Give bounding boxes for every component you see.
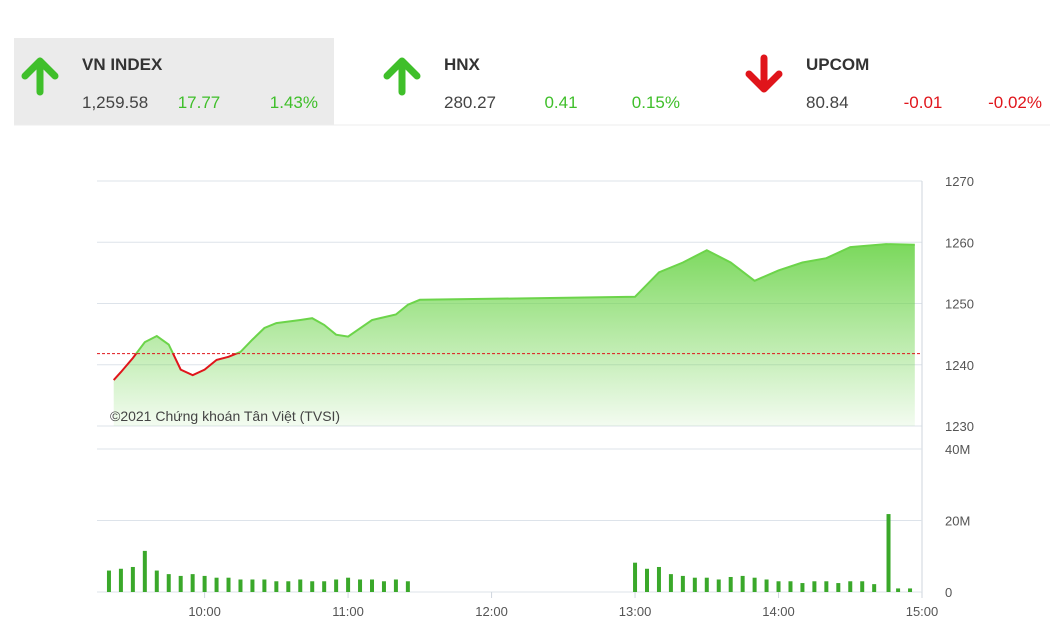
volume-bar	[860, 581, 865, 592]
volume-bar	[334, 579, 339, 592]
volume-bar	[680, 575, 685, 592]
volume-bar	[202, 575, 207, 592]
volume-bar	[154, 570, 159, 592]
volume-bar	[405, 581, 410, 592]
price-area	[113, 244, 915, 426]
index-change: 0.41	[544, 93, 577, 112]
volume-bar	[776, 581, 781, 592]
volume-bar	[286, 581, 291, 592]
volume-bar	[645, 568, 649, 592]
x-tick-label: 13:00	[619, 604, 652, 619]
volume-bar	[106, 570, 111, 592]
index-change: -0.01	[904, 93, 943, 112]
annotation: ©2021 Chứng khoán Tân Việt (TVSI)	[110, 408, 340, 424]
volume-bar	[178, 575, 183, 592]
volume-bar	[848, 581, 853, 592]
volume-bar	[668, 574, 673, 592]
x-tick-label: 15:00	[906, 604, 939, 619]
volume-bar	[656, 566, 661, 592]
volume-bar	[322, 581, 327, 592]
x-tick-label: 12:00	[475, 604, 508, 619]
volume-bar	[142, 550, 147, 592]
volume-bar	[633, 562, 638, 592]
arrow-up	[21, 57, 59, 96]
x-tick-label: 11:00	[332, 604, 364, 619]
volume-bar	[836, 583, 841, 592]
volume-bar	[310, 581, 315, 592]
index-tile[interactable]: UPCOM 80.84 -0.01 -0.02%	[745, 54, 1042, 112]
index-change: 17.77	[178, 93, 221, 112]
y-tick-label: 20M	[945, 514, 970, 529]
volume-bar	[896, 588, 901, 592]
volume-bar	[118, 568, 123, 592]
volume-bar	[716, 579, 721, 592]
volume-bar	[812, 581, 817, 592]
y-tick-label: 1230	[945, 419, 974, 434]
index-percent: 1.43%	[270, 93, 318, 112]
volume-bar	[166, 574, 171, 592]
volume-bar	[704, 577, 709, 592]
volume-bar	[346, 577, 351, 592]
volume-bar	[752, 577, 757, 592]
volume-bar	[370, 579, 374, 592]
volume-bar	[214, 577, 219, 592]
arrow-down	[745, 54, 783, 93]
index-tile[interactable]: VN INDEX 1,259.58 17.77 1.43%	[14, 38, 334, 125]
volume-bar	[824, 581, 829, 592]
volume-bar	[393, 579, 398, 592]
index-value: 80.84	[806, 93, 849, 112]
y-tick-label: 1260	[945, 235, 974, 250]
arrow-up	[383, 57, 421, 96]
index-percent: -0.02%	[988, 93, 1042, 112]
y-tick-label: 0	[945, 585, 952, 600]
index-name: HNX	[444, 55, 481, 74]
volume-bar	[886, 514, 891, 592]
volume-bar	[908, 588, 913, 592]
volume-bar	[381, 581, 386, 592]
volume-bar	[740, 575, 745, 592]
index-value: 280.27	[444, 93, 496, 112]
volume-bar	[764, 579, 769, 592]
volume-bar	[788, 581, 793, 592]
volume-bar	[250, 579, 255, 592]
volume-bar	[274, 581, 279, 592]
index-percent: 0.15%	[632, 93, 680, 112]
volume-bar	[190, 574, 195, 592]
volume-bar	[298, 579, 303, 592]
x-tick-label: 14:00	[762, 604, 795, 619]
volume-bar	[226, 577, 231, 592]
volume-bar	[238, 579, 243, 592]
tile-bg	[14, 38, 334, 125]
y-tick-label: 40M	[945, 442, 970, 457]
index-name: UPCOM	[806, 55, 869, 74]
volume-bar	[800, 583, 805, 592]
price-line	[112, 243, 915, 381]
volume-bar	[728, 576, 733, 592]
volume-bar	[358, 579, 363, 592]
volume-bar	[130, 566, 135, 592]
index-name: VN INDEX	[82, 55, 163, 74]
x-tick-label: 10:00	[188, 604, 221, 619]
index-tile[interactable]: HNX 280.27 0.41 0.15%	[383, 55, 680, 112]
volume-bar	[262, 579, 267, 592]
volume-bar	[692, 577, 697, 592]
y-tick-label: 1240	[945, 358, 974, 373]
index-value: 1,259.58	[82, 93, 148, 112]
y-tick-label: 1250	[945, 297, 974, 312]
y-tick-label: 1270	[945, 174, 974, 189]
volume-bar	[872, 584, 877, 592]
